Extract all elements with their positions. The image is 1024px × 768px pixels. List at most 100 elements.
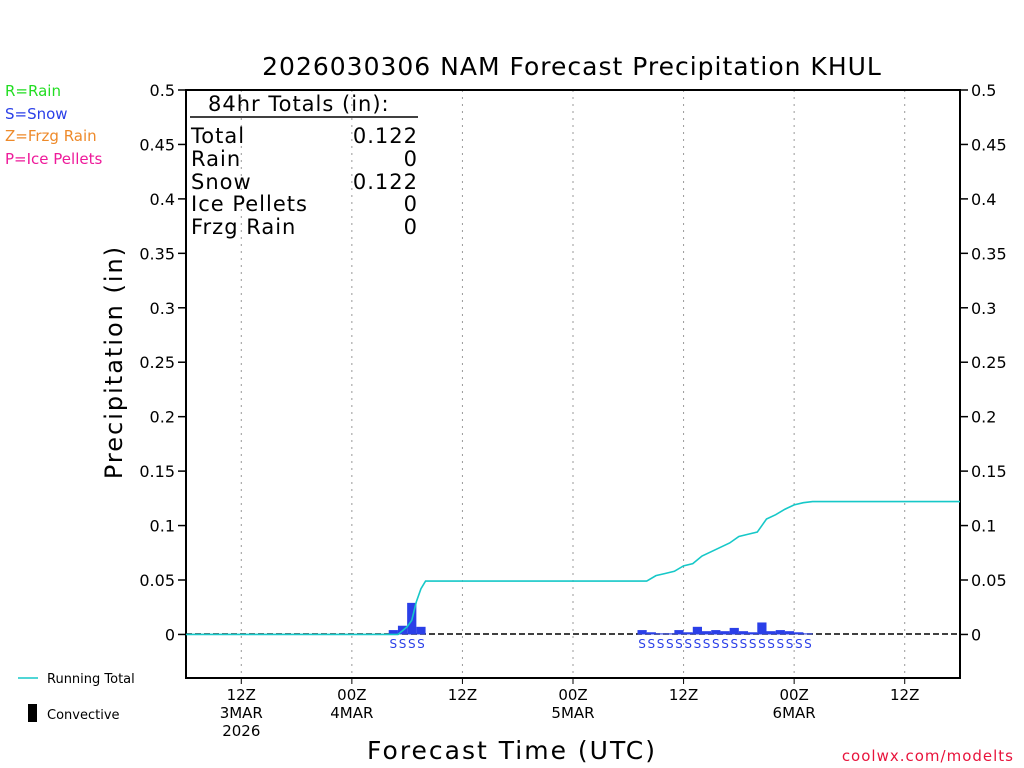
totals-label-rain: Rain [191, 147, 241, 171]
totals-label-snow: Snow [191, 170, 252, 194]
y-tick-label-left: 0.3 [150, 299, 175, 318]
y-tick-label-right: 0.5 [971, 81, 996, 100]
y-tick-label-left: 0.15 [139, 462, 175, 481]
y-tick-label-left: 0.25 [139, 353, 175, 372]
snow-marker: S [777, 637, 785, 651]
snow-marker: S [390, 637, 398, 651]
y-tick-label-right: 0.35 [971, 244, 1007, 263]
totals-value-ice-pellets: 0 [404, 192, 418, 216]
totals-label-frzg-rain: Frzg Rain [191, 215, 296, 239]
snow-bar [683, 632, 693, 635]
snow-marker: S [657, 637, 665, 651]
snow-bar [748, 632, 758, 635]
convective-swatch [28, 704, 37, 722]
y-tick-label-right: 0 [971, 625, 981, 644]
y-tick-label-right: 0.3 [971, 299, 996, 318]
x-tick-label: 6MAR [773, 704, 816, 722]
snow-bar [655, 633, 666, 635]
snow-marker: S [408, 637, 416, 651]
x-tick-label: 00Z [337, 686, 366, 704]
x-tick-label: 2026 [222, 722, 260, 740]
y-axis-right: 0 0.05 0.1 0.15 0.2 0.25 0.3 0.35 0.4 0.45 0.5 [960, 81, 1007, 644]
y-tick-label-right: 0.4 [971, 190, 996, 209]
y-axis-label: Precipitation (in) [100, 245, 128, 479]
x-tick-label: 12Z [669, 686, 698, 704]
totals-label-total: Total [190, 124, 245, 148]
x-tick-label: 4MAR [330, 704, 373, 722]
vertical-grid [240, 90, 906, 678]
totals-label-ice-pellets: Ice Pellets [191, 192, 308, 216]
legend-snow: S=Snow [5, 105, 68, 123]
snow-bar [665, 633, 675, 635]
snow-marker: S [417, 637, 425, 651]
y-tick-label-right: 0.05 [971, 571, 1007, 590]
x-axis-label: Forecast Time (UTC) [367, 736, 657, 765]
chart-title: 2026030306 NAM Forecast Precipitation KH… [262, 52, 882, 81]
snow-marker: S [684, 637, 692, 651]
snow-bar [692, 626, 702, 635]
y-tick-label-left: 0.05 [139, 571, 175, 590]
totals-box: 84hr Totals (in): Total 0.122 Rain 0 Sno… [190, 92, 418, 239]
snow-marker: S [795, 637, 803, 651]
y-tick-label-right: 0.25 [971, 353, 1007, 372]
x-tick-label: 5MAR [551, 704, 594, 722]
snow-bar [766, 631, 776, 635]
x-tick-label: 12Z [448, 686, 477, 704]
snow-marker: S [638, 637, 646, 651]
totals-value-total: 0.122 [353, 124, 418, 148]
snow-bar [674, 630, 684, 635]
precip-type-legend: R=Rain S=Snow Z=Frzg Rain P=Ice Pellets [5, 82, 102, 168]
y-tick-label-left: 0.2 [150, 408, 175, 427]
snow-bar [729, 627, 739, 635]
y-tick-label-left: 0.1 [150, 517, 175, 536]
totals-value-rain: 0 [404, 147, 418, 171]
convective-legend-label: Convective [47, 708, 120, 723]
snow-bar [794, 632, 804, 635]
legend-rain: R=Rain [5, 82, 61, 100]
y-tick-label-left: 0.45 [139, 135, 175, 154]
x-tick-label: 00Z [779, 686, 808, 704]
snow-marker: S [666, 637, 674, 651]
snow-bar [720, 631, 730, 635]
y-tick-label-right: 0.15 [971, 462, 1007, 481]
running-total-legend-label: Running Total [47, 672, 135, 687]
snow-marker: S [399, 637, 407, 651]
snow-bar [711, 630, 721, 635]
snow-marker: S [694, 637, 702, 651]
y-tick-label-right: 0.1 [971, 517, 996, 536]
snow-bar [702, 631, 712, 635]
snow-marker: S [767, 637, 775, 651]
totals-value-snow: 0.122 [353, 170, 418, 194]
y-tick-label-right: 0.45 [971, 135, 1007, 154]
y-axis-left: 0 0.05 0.1 0.15 0.2 0.25 0.3 0.35 0.4 0.45 0.5 [139, 81, 186, 644]
totals-value-frzg-rain: 0 [404, 215, 418, 239]
snow-bar [757, 622, 767, 635]
snow-marker: S [721, 637, 729, 651]
snow-marker: S [675, 637, 683, 651]
x-tick-label: 00Z [558, 686, 587, 704]
snow-marker: S [730, 637, 738, 651]
legend-ice-pellets: P=Ice Pellets [5, 150, 102, 168]
snow-marker: S [648, 637, 656, 651]
snow-marker: S [749, 637, 757, 651]
snow-bar [803, 633, 813, 635]
snow-bar [416, 626, 426, 635]
y-tick-label-left: 0.4 [150, 190, 175, 209]
series-legend: Running Total Convective [18, 672, 135, 723]
snow-marker: S [712, 637, 720, 651]
snow-marker: S [758, 637, 766, 651]
y-tick-label-left: 0.35 [139, 244, 175, 263]
snow-bar [784, 631, 795, 635]
snow-bar [738, 631, 749, 635]
running-total-line [186, 500, 960, 636]
site-credit: coolwx.com/modelts [842, 747, 1014, 765]
y-tick-label-left: 0.5 [150, 81, 175, 100]
snow-marker: S [786, 637, 794, 651]
snow-marker: S [740, 637, 748, 651]
y-tick-label-right: 0.2 [971, 408, 996, 427]
snow-bar [646, 632, 656, 635]
y-tick-label-left: 0 [165, 625, 175, 644]
